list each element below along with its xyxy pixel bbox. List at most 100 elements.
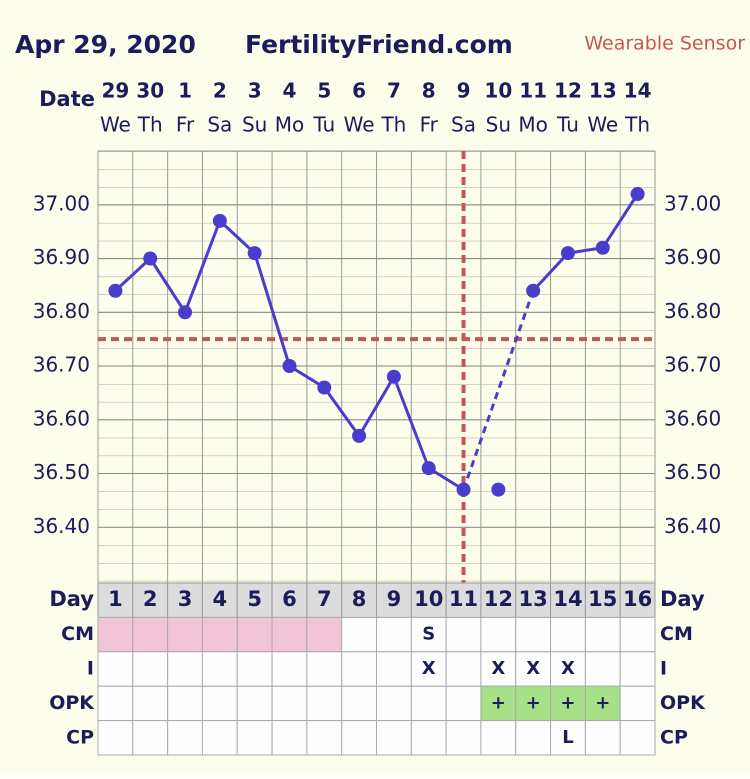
day-cell: [445, 582, 482, 618]
table-cell: [480, 651, 517, 687]
row-label: OPK: [49, 692, 95, 714]
table-cell: [236, 616, 273, 653]
table-cell: [341, 616, 377, 653]
y-tick-label: 36.40: [33, 514, 90, 538]
table-cell: [132, 720, 169, 756]
temperature-point: [491, 482, 506, 497]
table-cell: [201, 685, 238, 722]
date-label: 3: [248, 79, 262, 103]
cell-text: X: [422, 658, 436, 679]
cell-text: X: [491, 658, 505, 679]
day-number: 7: [317, 587, 332, 611]
y-tick-label-right: 36.40: [664, 514, 721, 538]
date-label: 10: [484, 79, 512, 103]
cell-text: +: [560, 692, 575, 713]
table-cell: [376, 685, 412, 722]
day-number: 8: [352, 587, 367, 611]
table-cell: [341, 720, 377, 756]
table-cell: [236, 651, 273, 687]
weekday-label: Mo: [275, 113, 305, 137]
temperature-point: [108, 283, 123, 298]
sensor-label: Wearable Sensor: [584, 33, 745, 55]
table-cell: [584, 651, 621, 687]
table-cell: [341, 685, 377, 722]
y-tick-label-right: 36.80: [664, 299, 721, 323]
cell-text: +: [595, 692, 610, 713]
table-cell: [167, 720, 203, 756]
table-cell: [376, 720, 412, 756]
day-number: 9: [387, 587, 402, 611]
table-cell: [410, 720, 447, 756]
site-name: FertilityFriend.com: [245, 30, 513, 59]
table-cell: [97, 685, 134, 722]
day-number: 1: [108, 587, 123, 611]
temperature-point: [178, 305, 193, 320]
table-cell: [271, 720, 308, 756]
day-number: 10: [414, 587, 443, 611]
y-tick-label: 36.90: [33, 245, 90, 269]
cell-text: S: [422, 624, 435, 645]
table-cell: [445, 651, 482, 687]
row-label: CP: [66, 726, 94, 748]
table-cell: [515, 685, 552, 722]
table-cell: [236, 720, 273, 756]
weekday-label: Tu: [312, 113, 335, 137]
day-number: 13: [519, 587, 548, 611]
table-cell: [201, 651, 238, 687]
day-number: 16: [623, 587, 652, 611]
date-label: 12: [554, 79, 582, 103]
temperature-point: [247, 246, 262, 261]
day-cell: [271, 582, 308, 618]
day-number: 12: [484, 587, 513, 611]
day-cell: [480, 582, 517, 618]
table-cell: [619, 720, 656, 756]
date-label: 13: [589, 79, 617, 103]
day-number: 6: [282, 587, 297, 611]
table-cell: [480, 616, 517, 653]
y-tick-label: 36.70: [33, 353, 90, 377]
day-number: 15: [588, 587, 617, 611]
y-tick-label: 36.60: [33, 406, 90, 430]
day-cell: [515, 582, 552, 618]
weekday-label: We: [100, 113, 131, 137]
day-number: 5: [247, 587, 262, 611]
row-label-right: CM: [660, 623, 693, 645]
table-cell: [306, 651, 343, 687]
temperature-point: [282, 359, 297, 373]
row-label: I: [87, 658, 94, 680]
day-cell: [550, 582, 586, 618]
weekday-label: Su: [242, 113, 267, 137]
cell-text: +: [526, 692, 541, 713]
cell-text: X: [526, 658, 540, 679]
weekday-label: Mo: [518, 113, 548, 137]
y-tick-label: 36.50: [33, 460, 90, 484]
table-cell: [445, 685, 482, 722]
table-cell: [236, 685, 273, 722]
table-cell: [445, 720, 482, 756]
weekday-label: Fr: [420, 113, 439, 137]
table-cell: [445, 616, 482, 653]
table-cell: [515, 651, 552, 687]
table-cell: [550, 616, 586, 653]
table-cell: [584, 720, 621, 756]
temperature-point: [421, 461, 436, 476]
y-tick-label: 37.00: [33, 191, 90, 215]
table-cell: [201, 720, 238, 756]
temperature-point: [526, 283, 541, 298]
table-cell: [132, 651, 169, 687]
y-tick-label: 36.80: [33, 299, 90, 323]
table-cell: [97, 720, 134, 756]
weekday-label: Fr: [176, 113, 195, 137]
temperature-point: [560, 246, 575, 261]
day-cell: [132, 582, 169, 618]
date-label: 11: [519, 79, 547, 103]
day-label-right: Day: [660, 587, 705, 611]
date-label: 29: [101, 79, 129, 103]
weekday-label: Tu: [556, 113, 579, 137]
table-cell: [271, 651, 308, 687]
table-cell: [376, 651, 412, 687]
table-cell: [201, 616, 238, 653]
day-number: 2: [143, 587, 158, 611]
weekday-label: Th: [137, 113, 163, 137]
y-tick-label-right: 36.70: [664, 353, 721, 377]
